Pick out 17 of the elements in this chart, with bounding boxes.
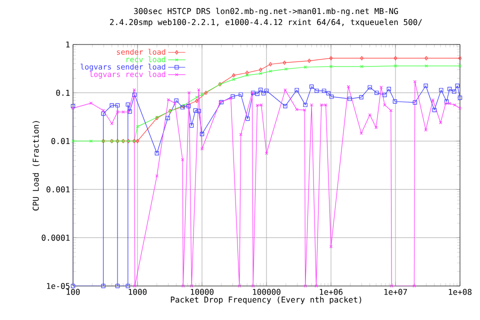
y-tick-label: 0.1 [56, 90, 70, 96]
chart-subtitle: 2.4.20smp web100-2.2.1, e1000-4.4.12 rxint 64/64, txqueuelen 500/ [110, 18, 422, 27]
x-tick-label: 100000 [253, 288, 280, 295]
x-tick-label: 1e+07 [384, 288, 407, 295]
x-tick-label: 10000 [190, 288, 214, 295]
y-axis-title: CPU Load (Fraction) [32, 121, 40, 210]
x-tick-label: 1e+08 [448, 288, 472, 295]
x-tick-label: 100 [66, 288, 80, 295]
y-tick-label: 0.01 [51, 138, 70, 144]
y-tick-label: 0.0001 [42, 234, 70, 241]
y-tick-label: 1 [66, 42, 70, 48]
y-tick-label: 0.001 [46, 186, 70, 192]
x-tick-label: 1000 [128, 288, 147, 295]
chart-title: 300sec HSTCP DRS lon02.mb-ng.net->man01.mb-ng.net MB-NG [134, 8, 398, 16]
y-tick-label: 1e-05 [47, 282, 70, 290]
x-axis-title: Packet Drop Frequency (Every nth packet) [170, 296, 362, 304]
x-tick-label: 1e+06 [320, 288, 343, 295]
